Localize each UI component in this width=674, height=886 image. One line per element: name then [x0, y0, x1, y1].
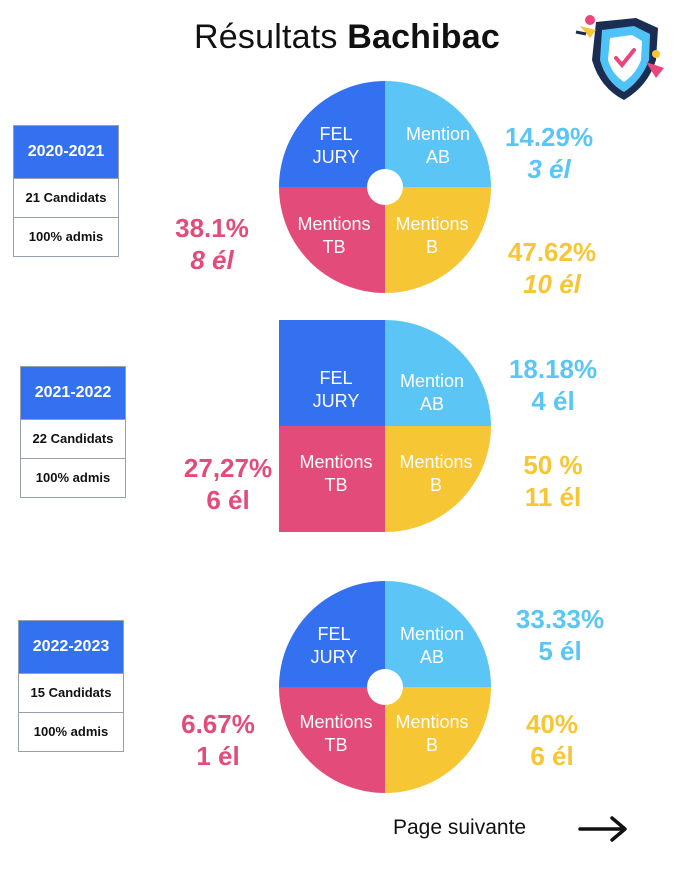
ab-stat: 18.18% 4 él [508, 354, 598, 416]
label-mention-ab: Mention AB [399, 624, 465, 667]
admis-rate: 100% admis [14, 217, 118, 256]
label-fel-jury: FEL JURY [312, 368, 360, 411]
label-mentions-b: Mentions B [399, 452, 473, 495]
stat-box-2021-2022: 2021-2022 22 Candidats 100% admis [20, 366, 126, 498]
slice-mentions-tb [279, 187, 385, 293]
pie-center-hole [367, 669, 403, 705]
b-stat: 40% 6 él [525, 709, 579, 771]
page-title: Résultats Bachibac [0, 18, 674, 57]
candidates-count: 15 Candidats [19, 673, 123, 712]
label-mentions-tb: Mentions TB [299, 452, 373, 495]
label-mentions-b: Mentions B [395, 712, 469, 755]
pie-chart-2020-2021: FEL JURY Mention AB Mentions TB Mentions B [279, 81, 491, 293]
year-label: 2022-2023 [19, 621, 123, 673]
pie-chart-2021-2022: FEL JURY Mention AB Mentions TB Mentions B [279, 320, 491, 532]
tb-stat: 27,27% 6 él [183, 453, 273, 515]
slice-mentions-tb [279, 426, 385, 532]
slice-fel-jury [279, 81, 385, 187]
label-fel-jury: FEL JURY [310, 624, 358, 667]
stat-box-2020-2021: 2020-2021 21 Candidats 100% admis [13, 125, 119, 257]
candidates-count: 22 Candidats [21, 419, 125, 458]
title-prefix: Résultats [194, 18, 338, 56]
slice-mention-ab [385, 581, 491, 687]
slice-mention-ab [385, 320, 491, 426]
slice-mentions-b [385, 687, 491, 793]
next-page-link[interactable]: Page suivante [393, 816, 527, 839]
ab-stat: 14.29% 3 él [504, 122, 594, 184]
slice-mentions-tb [279, 687, 385, 793]
year-label: 2021-2022 [21, 367, 125, 419]
tb-stat: 38.1% 8 él [175, 213, 249, 275]
slice-fel-jury [279, 320, 385, 426]
b-stat: 47.62% 10 él [507, 237, 597, 299]
ab-stat: 33.33% 5 él [515, 604, 605, 666]
label-mention-ab: Mention AB [399, 371, 465, 414]
arrow-right-icon[interactable] [578, 814, 630, 844]
admis-rate: 100% admis [21, 458, 125, 497]
pie-center-hole [367, 169, 403, 205]
candidates-count: 21 Candidats [14, 178, 118, 217]
label-mentions-b: Mentions B [395, 214, 469, 257]
label-mention-ab: Mention AB [405, 124, 471, 167]
label-mentions-tb: Mentions TB [299, 712, 373, 755]
admis-rate: 100% admis [19, 712, 123, 751]
slice-mention-ab [385, 81, 491, 187]
tb-stat: 6.67% 1 él [181, 709, 255, 771]
label-mentions-tb: Mentions TB [297, 214, 371, 257]
b-stat: 50 % 11 él [523, 450, 583, 512]
slice-fel-jury [279, 581, 385, 687]
label-fel-jury: FEL JURY [312, 124, 360, 167]
year-label: 2020-2021 [14, 126, 118, 178]
shield-check-logo-icon [575, 15, 664, 100]
stat-box-2022-2023: 2022-2023 15 Candidats 100% admis [18, 620, 124, 752]
title-bold: Bachibac [347, 18, 500, 56]
pie-chart-2022-2023: FEL JURY Mention AB Mentions TB Mentions B [279, 581, 491, 793]
slice-mentions-b [385, 426, 491, 532]
slice-mentions-b [385, 187, 491, 293]
